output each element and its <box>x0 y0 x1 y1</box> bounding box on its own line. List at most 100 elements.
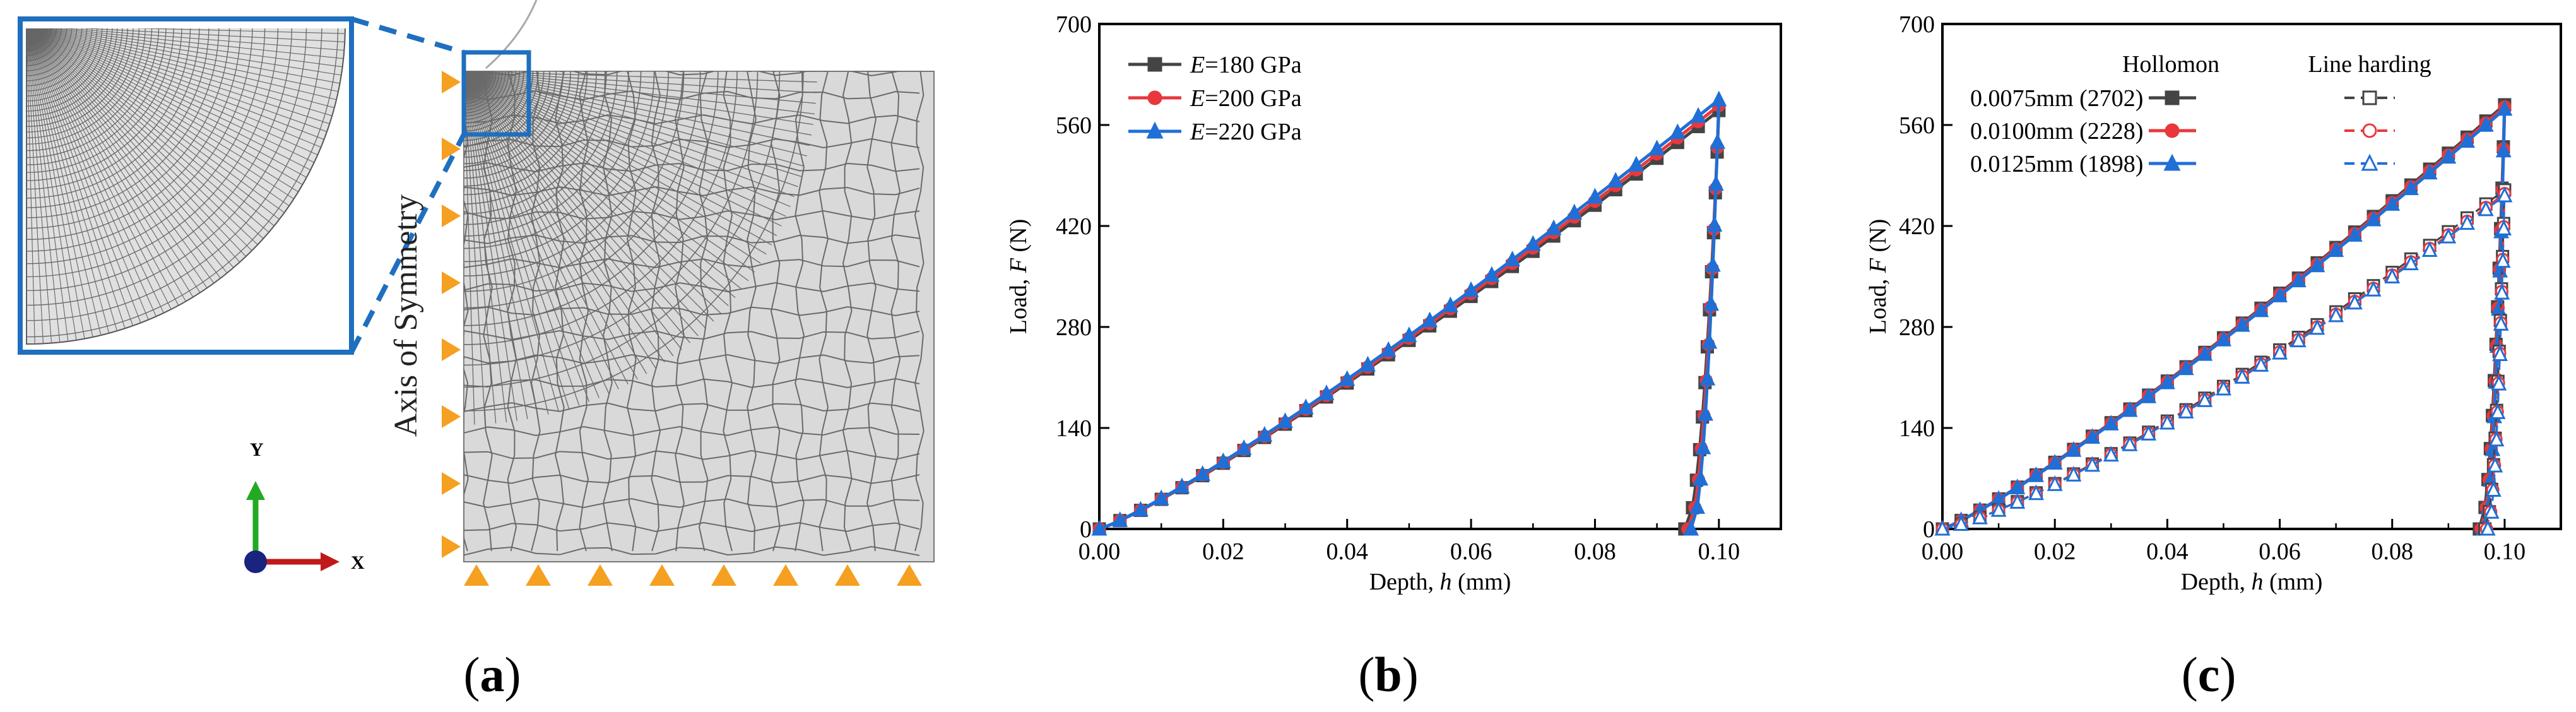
data-point-b-2 <box>1174 477 1190 494</box>
zoom-inset-mesh <box>26 28 346 345</box>
x-tick-label: 0.02 <box>2034 538 2076 565</box>
mesh-coarse-line <box>770 71 781 552</box>
data-point-c-5 <box>2421 241 2438 257</box>
mesh-coarse-line <box>464 474 920 484</box>
indenter-outline <box>485 0 538 69</box>
data-point-c-5 <box>1971 508 1988 525</box>
mesh-coarse-line <box>507 71 517 552</box>
mesh-coarse-line <box>627 71 637 552</box>
data-point-b-2 <box>1484 266 1500 282</box>
data-point-b-2 <box>1683 519 1699 536</box>
data-point-b-2 <box>1091 519 1108 536</box>
mesh-spoke <box>464 71 600 398</box>
data-point-c-2 <box>2084 428 2101 444</box>
zoom-spoke <box>27 28 134 326</box>
zoom-spoke <box>133 28 345 34</box>
zoom-spoke <box>38 28 337 100</box>
data-point-c-5 <box>2141 424 2157 441</box>
zoom-spoke <box>32 28 315 163</box>
legend-marker-hollomon-0 <box>2165 90 2180 105</box>
triad-y-label: Y <box>250 439 264 460</box>
symmetry-boundary-markers <box>442 71 461 558</box>
x-axis-label-c: Depth, h (mm) <box>2181 569 2323 595</box>
data-point-b-2 <box>1133 501 1149 517</box>
zoom-spoke <box>28 28 221 278</box>
legend-marker-hollomon-2 <box>2163 153 2181 171</box>
zoom-spoke <box>27 28 102 336</box>
data-point-b-2 <box>1463 281 1479 297</box>
data-point-c-5 <box>2309 319 2325 335</box>
mesh-coarse-line <box>464 258 920 269</box>
legend-marker-b-1 <box>1147 90 1162 105</box>
mesh-spoke <box>464 71 817 93</box>
x-tick-label: 0.00 <box>1078 538 1121 565</box>
mesh-coarse-line <box>530 71 541 552</box>
series-line-b-1 <box>1099 102 1721 531</box>
mesh-coarse-line <box>675 71 685 552</box>
zoom-spoke <box>26 28 52 343</box>
mesh-coarse-line <box>464 138 920 148</box>
mesh-spoke <box>464 71 638 380</box>
mesh-spoke <box>464 71 610 394</box>
mesh-coarse-line <box>464 71 901 76</box>
zoom-spoke <box>27 28 141 323</box>
mesh-spoke <box>464 71 699 336</box>
zoom-spoke <box>28 28 194 297</box>
data-point-c-5 <box>2384 268 2401 284</box>
zoom-spoke <box>32 28 318 155</box>
data-point-b-2 <box>1297 398 1314 415</box>
zoom-spoke <box>28 28 228 273</box>
y-tick-label: 280 <box>1899 314 1935 341</box>
data-point-b-2 <box>1693 470 1709 486</box>
zoom-spoke <box>27 28 110 333</box>
zoom-spoke <box>30 28 280 220</box>
data-point-c-2 <box>2103 415 2119 430</box>
caption-c: (c) <box>2182 647 2236 702</box>
zoom-spoke <box>28 28 201 293</box>
y-tick-label: 0 <box>1923 516 1935 543</box>
data-point-b-2 <box>1587 187 1603 204</box>
mesh-spoke <box>464 71 743 290</box>
mesh-grid <box>464 71 925 556</box>
plot-frame-b <box>1098 23 1782 530</box>
mesh-spoke <box>464 71 812 136</box>
fixed-boundary-markers <box>464 564 922 586</box>
zoom-spoke <box>27 28 172 310</box>
mesh-coarse-line <box>866 71 877 552</box>
data-point-c-5 <box>2487 456 2503 473</box>
y-tick-label: 700 <box>1056 11 1092 38</box>
x-axis-label-b: Depth, h (mm) <box>1369 569 1511 595</box>
mesh-coarse-line <box>464 90 920 100</box>
zoom-connector-top <box>350 16 465 55</box>
legend-marker-line-harding-2 <box>2361 153 2378 171</box>
mesh-spoke <box>464 71 647 374</box>
symmetry-triangle-icon <box>442 472 461 495</box>
data-point-b-2 <box>1215 452 1231 468</box>
data-point-c-2 <box>2234 316 2250 332</box>
x-ticks-c: 0.00 0.02 0.04 0.06 0.08 0.10 <box>1922 519 2526 565</box>
data-point-c-2 <box>2478 116 2494 132</box>
y-tick-label: 140 <box>1056 415 1092 442</box>
zoom-spoke <box>33 28 321 148</box>
x-arrow-head-icon <box>321 552 340 571</box>
data-point-c-2 <box>2141 387 2157 403</box>
x-tick-label: 0.08 <box>1574 538 1616 565</box>
mesh-coarse-line <box>464 522 920 533</box>
zoom-spoke <box>39 28 339 92</box>
data-point-b-2 <box>1701 333 1718 349</box>
data-point-c-5 <box>2216 379 2231 396</box>
mesh-coarse-line <box>464 402 920 413</box>
symmetry-triangle-icon <box>442 338 461 361</box>
data-point-c-5 <box>2496 186 2513 203</box>
zoom-spoke <box>62 28 345 51</box>
data-point-c-5 <box>2290 331 2307 348</box>
data-point-c-2 <box>2178 359 2194 376</box>
x-tick-label: 0.08 <box>2371 538 2413 565</box>
y-arrow-head-icon <box>246 481 265 500</box>
zoom-spoke <box>47 28 343 68</box>
data-point-c-2 <box>2328 241 2344 258</box>
zoom-region-box <box>461 50 531 137</box>
data-point-c-2 <box>2365 210 2382 227</box>
panel-c-chart: 0 140 280 420 560 700 0.00 0.02 0.04 0.06 0.08 0.1… <box>1865 11 2562 702</box>
data-point-b-2 <box>1710 133 1725 149</box>
